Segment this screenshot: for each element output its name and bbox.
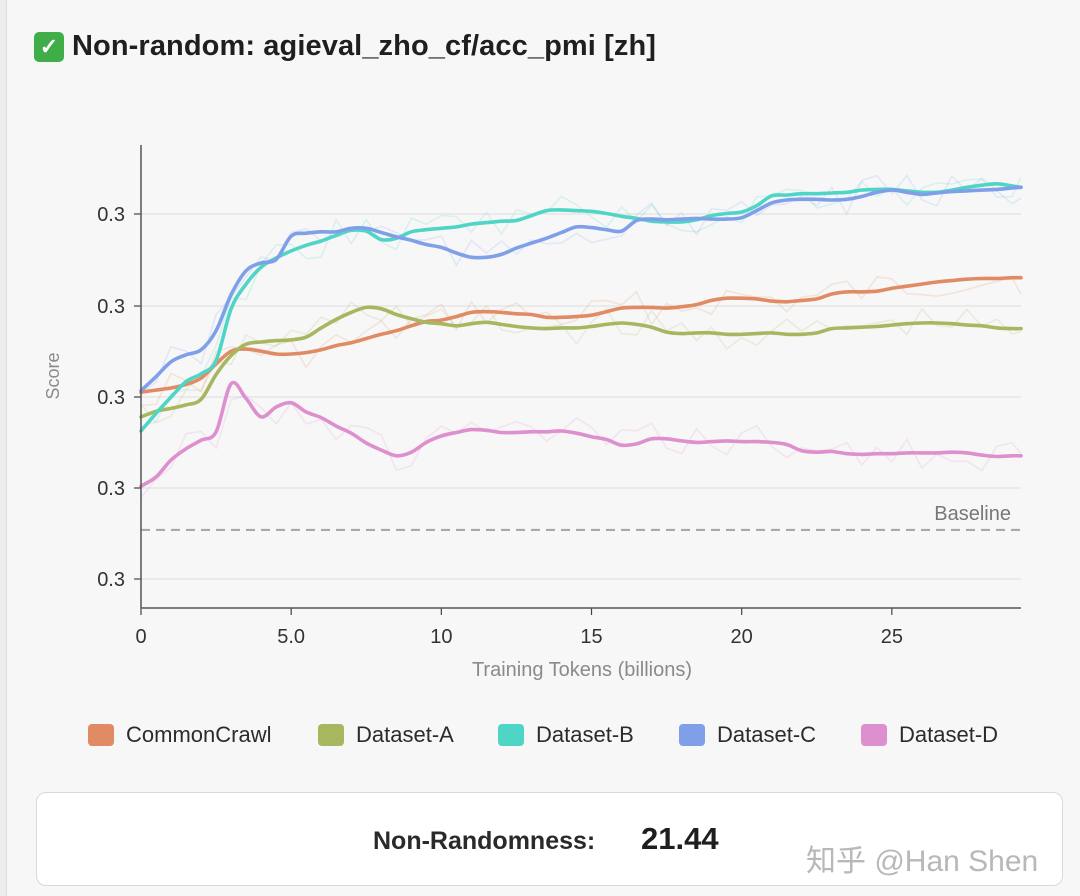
x-tick-label: 0 (135, 626, 146, 648)
legend-swatch (88, 724, 114, 746)
grid-lines (141, 213, 1021, 580)
series-line-commoncrawl (139, 275, 1023, 394)
legend-item[interactable]: Dataset-B (498, 722, 634, 748)
tick-labels: 0.3 0.3 0.3 0.3 0.3 0 5.0 10 15 20 25 (97, 204, 903, 648)
chart-title-text: Non-random: agieval_zho_cf/acc_pmi [zh] (72, 30, 657, 62)
y-tick-label: 0.3 (97, 387, 125, 409)
metric-box: Non-Randomness: 21.44 (36, 792, 1063, 886)
series-line-dataset-b (139, 181, 1023, 433)
metric-label: Non-Randomness: (373, 827, 596, 855)
y-tick-label: 0.3 (97, 478, 125, 500)
legend-label: Dataset-D (899, 722, 999, 747)
chart-title: ✓ Non-random: agieval_zho_cf/acc_pmi [zh… (34, 30, 656, 63)
metric-value: 21.44 (641, 821, 719, 856)
legend-item[interactable]: Dataset-C (679, 722, 816, 748)
legend: CommonCrawl Dataset-A Dataset-B Dataset-C Da… (0, 722, 1080, 756)
y-tick-label: 0.3 (97, 569, 125, 591)
line-chart: Baseline 0.3 0.3 0.3 0.3 0.3 0 5.0 10 15 20 25 Tra… (43, 145, 1023, 681)
raw-series-lines (140, 174, 1022, 499)
axes (134, 145, 1021, 615)
check-icon: ✓ (34, 31, 64, 62)
baseline-layer: Baseline (141, 503, 1021, 532)
x-tick-label: 25 (881, 626, 903, 648)
series-line-dataset-d (139, 380, 1023, 488)
y-tick-label: 0.3 (97, 204, 125, 226)
x-tick-label: 10 (430, 626, 452, 648)
series-line-dataset-a (139, 305, 1023, 419)
legend-label: CommonCrawl (126, 722, 272, 747)
legend-swatch (318, 724, 344, 746)
legend-label: Dataset-B (536, 722, 634, 747)
legend-label: Dataset-A (356, 722, 454, 747)
raw-line-dataset-a (140, 300, 1022, 424)
legend-swatch (861, 724, 887, 746)
series-lines (139, 181, 1023, 488)
series-line-dataset-c (139, 185, 1023, 393)
legend-item[interactable]: Dataset-A (318, 722, 454, 748)
y-axis-label: Score (43, 352, 63, 399)
y-tick-label: 0.3 (97, 296, 125, 318)
x-tick-label: 20 (731, 626, 753, 648)
watermark: 知乎 @Han Shen (806, 845, 1039, 878)
legend-swatch (498, 724, 524, 746)
x-tick-label: 5.0 (277, 626, 305, 648)
legend-item[interactable]: CommonCrawl (88, 722, 271, 748)
x-axis-label: Training Tokens (billions) (472, 659, 692, 681)
legend-label: Dataset-C (717, 722, 817, 747)
legend-swatch (679, 724, 705, 746)
baseline-label: Baseline (934, 503, 1011, 525)
x-tick-label: 15 (580, 626, 602, 648)
legend-item[interactable]: Dataset-D (861, 722, 998, 748)
raw-line-dataset-d (140, 394, 1022, 499)
